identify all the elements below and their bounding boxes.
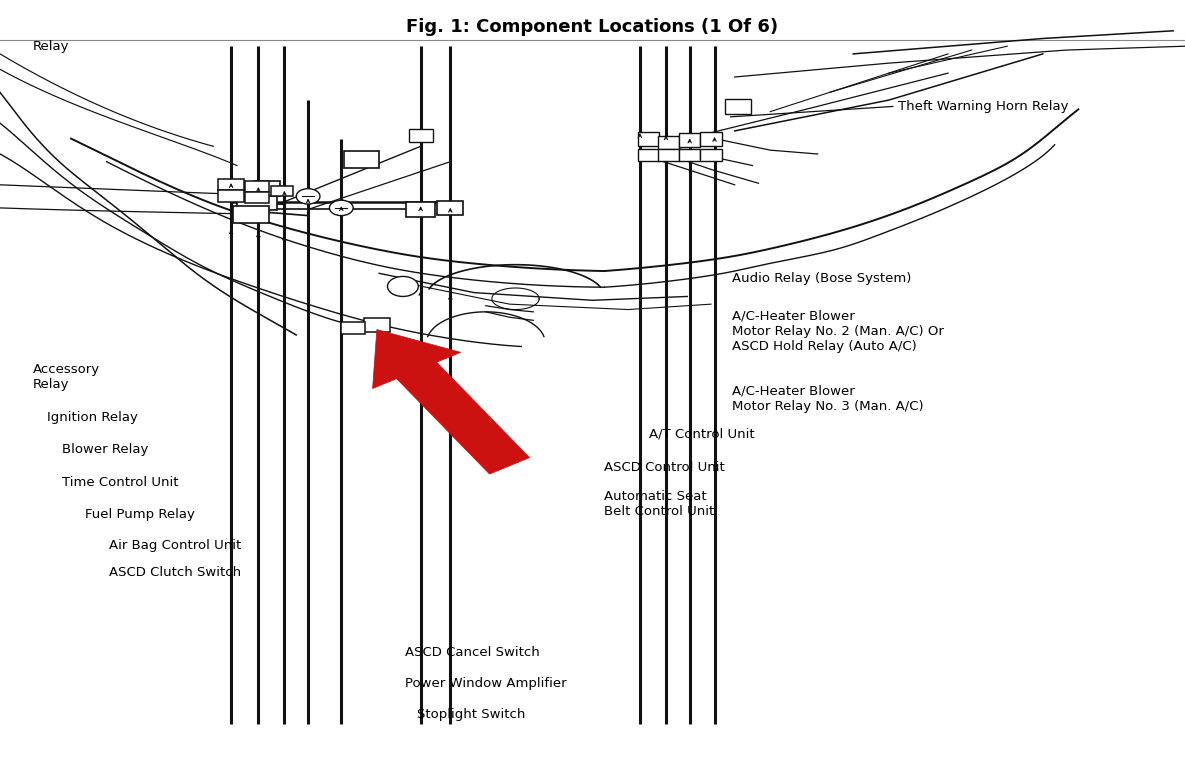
Bar (679, 149, 700, 161)
Bar (437, 201, 463, 215)
Bar (725, 99, 751, 114)
Text: A/C-Heater Blower
Motor Relay No. 2 (Man. A/C) Or
ASCD Hold Relay (Auto A/C): A/C-Heater Blower Motor Relay No. 2 (Man… (732, 310, 944, 353)
Bar (344, 151, 379, 168)
Text: Stoplight Switch: Stoplight Switch (417, 708, 525, 721)
Circle shape (329, 200, 353, 216)
Text: Accessory
Relay: Accessory Relay (33, 363, 101, 391)
Text: Relay: Relay (33, 40, 70, 52)
Text: A/T Control Unit: A/T Control Unit (649, 428, 755, 440)
Text: ASCD Clutch Switch: ASCD Clutch Switch (109, 567, 241, 579)
Circle shape (296, 189, 320, 204)
Bar (658, 149, 679, 161)
FancyBboxPatch shape (237, 190, 277, 210)
Bar (638, 132, 659, 146)
Bar (271, 186, 293, 196)
Bar (406, 202, 435, 217)
Bar (218, 179, 244, 190)
Text: Time Control Unit: Time Control Unit (62, 476, 178, 488)
Text: A/C-Heater Blower
Motor Relay No. 3 (Man. A/C): A/C-Heater Blower Motor Relay No. 3 (Man… (732, 385, 924, 413)
Text: Audio Relay (Bose System): Audio Relay (Bose System) (732, 273, 911, 285)
FancyBboxPatch shape (233, 206, 269, 223)
Text: Automatic Seat
Belt Control Unit: Automatic Seat Belt Control Unit (604, 490, 715, 517)
Text: Power Window Amplifier: Power Window Amplifier (405, 678, 566, 690)
Bar (341, 322, 365, 334)
Bar (218, 190, 244, 202)
Bar (638, 149, 659, 161)
Text: Fuel Pump Relay: Fuel Pump Relay (85, 508, 196, 521)
Bar (409, 129, 433, 142)
Text: Ignition Relay: Ignition Relay (47, 411, 139, 424)
Text: Fig. 1: Component Locations (1 Of 6): Fig. 1: Component Locations (1 Of 6) (406, 18, 779, 36)
FancyBboxPatch shape (254, 181, 280, 196)
Bar (700, 149, 722, 161)
Text: Air Bag Control Unit: Air Bag Control Unit (109, 540, 242, 552)
Text: Theft Warning Horn Relay: Theft Warning Horn Relay (898, 100, 1069, 112)
Text: ASCD Cancel Switch: ASCD Cancel Switch (405, 647, 540, 659)
Text: ASCD Control Unit: ASCD Control Unit (604, 461, 725, 474)
Bar (679, 133, 700, 147)
Bar (364, 318, 390, 332)
Text: Blower Relay: Blower Relay (62, 444, 148, 456)
Circle shape (387, 276, 418, 296)
Bar (245, 181, 269, 192)
Bar (245, 192, 269, 203)
Bar (700, 132, 722, 146)
Polygon shape (372, 330, 530, 474)
Bar (658, 136, 679, 149)
